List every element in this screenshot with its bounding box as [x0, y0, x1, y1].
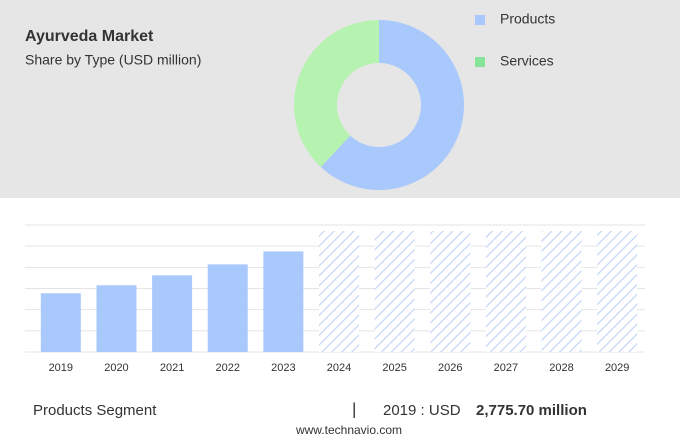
donut-slice: [294, 20, 379, 167]
source: www.technavio.com: [295, 423, 402, 437]
bar: [263, 251, 304, 352]
donut-slice: [320, 20, 465, 190]
bar: [40, 293, 81, 352]
legend-label: Services: [500, 53, 554, 69]
x-tick-label: 2026: [438, 362, 462, 374]
panel-edge: [280, 190, 480, 198]
footer-value: 2,775.70 million: [476, 402, 587, 419]
legend-marker: [475, 57, 485, 67]
forecast-placeholder: [541, 231, 582, 352]
chart-subtitle: Share by Type (USD million): [25, 52, 201, 68]
bar: [207, 264, 248, 352]
bar: [96, 285, 137, 352]
x-tick-label: 2019: [49, 362, 73, 374]
x-tick-label: 2020: [104, 362, 128, 374]
footer-segment: Products Segment: [33, 402, 157, 419]
footer-separator: |: [352, 399, 356, 418]
donut-chart: Products Services: [280, 11, 555, 198]
forecast-placeholder: [430, 231, 471, 352]
chart-title: Ayurveda Market: [25, 28, 154, 45]
forecast-placeholder: [319, 231, 359, 352]
bar-chart: 2019 2020 2021 2022 2023 2024 2025 2026 2027 2028…: [25, 224, 645, 374]
footer-year: 2019 : USD: [383, 402, 461, 419]
forecast-placeholder: [485, 231, 526, 352]
x-tick-label: 2027: [494, 362, 518, 374]
x-tick-label: 2029: [605, 362, 629, 374]
x-tick-label: 2021: [160, 362, 184, 374]
bar: [152, 275, 193, 352]
forecast-placeholder: [374, 231, 415, 352]
x-tick-label: 2028: [549, 362, 573, 374]
x-tick-label: 2025: [382, 362, 406, 374]
x-tick-label: 2022: [215, 362, 239, 374]
forecast-placeholder: [597, 231, 638, 352]
legend-marker: [475, 15, 485, 25]
legend-label: Products: [500, 11, 555, 27]
x-tick-label: 2023: [271, 362, 295, 374]
x-tick-label: 2024: [327, 362, 351, 374]
